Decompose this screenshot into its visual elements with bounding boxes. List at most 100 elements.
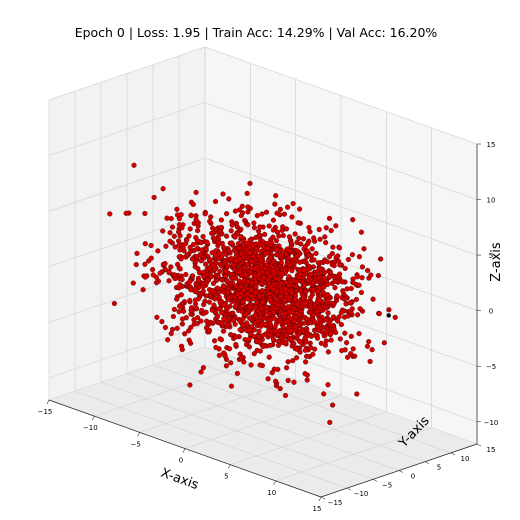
data-point — [171, 233, 177, 239]
data-point — [277, 386, 283, 392]
data-point — [304, 316, 310, 322]
data-point — [222, 268, 229, 274]
z-axis-label: Z-axis — [489, 242, 504, 282]
data-point — [278, 260, 284, 266]
data-point — [279, 270, 285, 276]
highlight-point — [386, 313, 391, 318]
data-point — [227, 271, 234, 278]
data-point — [269, 370, 275, 376]
data-point — [285, 204, 291, 210]
data-point — [270, 286, 276, 292]
data-point — [251, 225, 257, 231]
data-point — [131, 162, 137, 168]
x-tick-mark — [92, 416, 95, 421]
data-point — [225, 263, 231, 269]
data-point — [317, 265, 323, 272]
data-point — [283, 226, 290, 232]
data-point — [359, 264, 365, 270]
data-point — [315, 327, 321, 333]
data-point — [328, 337, 334, 343]
data-point — [192, 301, 199, 307]
data-point — [306, 252, 312, 258]
data-point — [313, 250, 319, 256]
data-point — [187, 226, 193, 232]
data-point — [310, 351, 316, 357]
data-point — [199, 247, 205, 253]
x-axis-label: X-axis — [159, 466, 201, 494]
data-point — [241, 359, 247, 365]
data-point — [325, 281, 331, 287]
data-point — [190, 241, 196, 248]
data-point — [194, 245, 200, 251]
data-point — [133, 262, 139, 268]
data-point — [277, 317, 283, 323]
data-point — [207, 257, 213, 263]
data-point — [270, 217, 276, 223]
data-point — [140, 287, 146, 293]
data-point — [310, 312, 316, 318]
data-point — [221, 260, 227, 266]
data-point — [367, 358, 373, 365]
data-point — [273, 193, 279, 199]
data-point — [266, 223, 272, 229]
data-point — [289, 268, 295, 274]
data-point — [238, 284, 244, 290]
data-point — [237, 304, 243, 310]
data-point — [316, 275, 322, 281]
data-point — [341, 296, 347, 302]
data-point — [245, 222, 251, 228]
data-point — [284, 365, 290, 371]
data-point — [375, 273, 381, 279]
data-point — [186, 233, 192, 239]
data-point — [184, 237, 190, 243]
data-point — [228, 383, 235, 389]
data-point — [176, 222, 182, 228]
data-point — [272, 328, 278, 334]
data-point — [247, 250, 253, 256]
data-point — [233, 275, 239, 281]
y-tick-mark — [320, 496, 326, 500]
grid-line — [126, 373, 400, 471]
data-point — [204, 239, 210, 245]
data-point — [240, 316, 246, 322]
data-point — [237, 269, 243, 275]
data-point — [160, 261, 166, 267]
data-point — [271, 315, 277, 321]
data-point — [229, 240, 235, 246]
y-tick-label: −10 — [354, 490, 369, 498]
grid-line — [204, 213, 478, 311]
data-point — [361, 246, 367, 252]
data-point — [186, 328, 192, 334]
data-point — [293, 283, 299, 289]
data-point — [300, 236, 307, 242]
data-point — [232, 234, 238, 240]
data-point — [333, 329, 339, 336]
data-point — [216, 306, 222, 312]
data-point — [358, 289, 364, 296]
data-point — [201, 301, 207, 308]
data-point — [364, 343, 370, 349]
data-point — [290, 201, 296, 207]
data-point — [213, 226, 219, 233]
data-point — [167, 230, 173, 236]
data-point — [186, 279, 193, 285]
data-point — [275, 331, 281, 337]
data-point — [386, 307, 392, 313]
data-point — [381, 340, 387, 346]
data-point — [172, 275, 178, 282]
data-point — [267, 342, 273, 348]
data-point — [243, 272, 249, 278]
data-point — [240, 322, 246, 328]
data-point — [273, 378, 279, 384]
data-point — [339, 279, 346, 285]
y-tick-mark — [372, 479, 378, 482]
data-point — [219, 277, 225, 283]
data-point — [208, 273, 214, 279]
data-point — [237, 327, 243, 333]
data-point — [278, 293, 284, 299]
data-point — [174, 296, 180, 302]
data-point — [107, 211, 113, 217]
data-point — [238, 356, 244, 362]
data-point — [177, 247, 183, 253]
data-point — [293, 278, 299, 284]
